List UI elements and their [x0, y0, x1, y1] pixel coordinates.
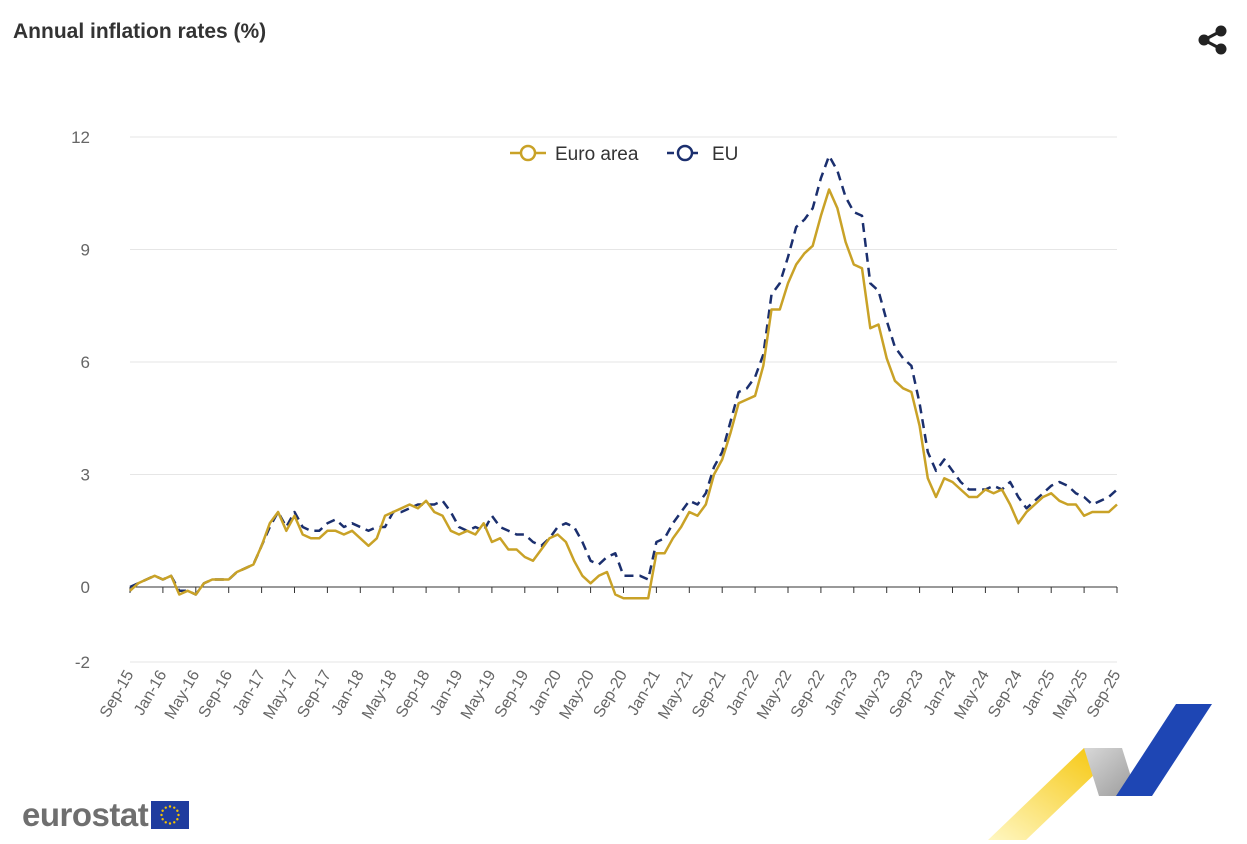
flag-star	[161, 809, 165, 812]
flag-star	[173, 806, 176, 809]
chart-title: Annual inflation rates (%)	[13, 20, 267, 43]
logo-text: eurostat	[22, 796, 149, 833]
y-tick-label: 6	[81, 353, 90, 372]
chart-series	[129, 154, 1118, 600]
flag-star	[176, 809, 179, 812]
flag-star	[169, 822, 172, 825]
eu-flag-icon	[151, 801, 190, 829]
legend-marker-euro-area	[519, 144, 537, 162]
share-icon	[1198, 25, 1227, 55]
ribbon-grey	[1084, 748, 1137, 796]
ribbon-yellow	[988, 748, 1122, 840]
y-tick-label: 9	[81, 241, 90, 260]
x-axis-ticks: Sep-15Jan-16May-16Sep-16Jan-17May-17Sep-…	[97, 667, 1125, 722]
legend-marker-eu	[676, 144, 694, 162]
y-tick-label: 3	[81, 466, 90, 485]
series-line-eu[interactable]	[129, 154, 1118, 596]
y-axis-ticks: -2 0 3 6 9 12	[71, 128, 90, 672]
legend-label-eu: EU	[712, 144, 738, 165]
flag-star	[160, 813, 163, 817]
legend-item-euro-area[interactable]: Euro area	[510, 144, 639, 165]
flag-star	[169, 805, 172, 808]
share-button[interactable]	[1195, 22, 1231, 58]
eurostat-logo: eurostat	[22, 796, 190, 834]
legend-item-eu[interactable]: EU	[667, 144, 738, 165]
y-tick-label: -2	[75, 653, 90, 672]
x-tick-label: Sep-15	[97, 667, 138, 720]
flag-star	[177, 813, 180, 817]
flag-star	[164, 806, 168, 809]
flag-star	[161, 818, 165, 821]
legend-label-euro-area: Euro area	[555, 144, 639, 165]
series-line-euro-area[interactable]	[129, 188, 1118, 600]
flag-star	[176, 818, 179, 821]
chart-gridlines	[129, 136, 1118, 663]
ribbon-blue	[1116, 704, 1212, 796]
chart-legend[interactable]: Euro area EU	[510, 144, 738, 165]
y-tick-label: 12	[71, 128, 90, 147]
decorative-ribbon-graphic	[988, 704, 1212, 840]
flag-star	[164, 821, 168, 824]
flag-star	[173, 821, 176, 824]
y-tick-label: 0	[81, 578, 90, 597]
